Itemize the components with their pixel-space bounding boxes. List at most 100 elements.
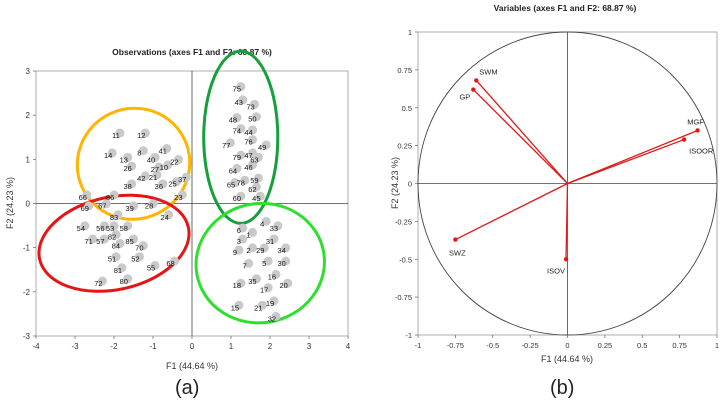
observation-point (248, 227, 258, 237)
variable-vectors (453, 78, 700, 262)
observation-point (281, 243, 291, 253)
observation-label: 82 (108, 233, 116, 242)
y-tick-label: -1 (405, 331, 412, 340)
observation-point (236, 191, 246, 201)
y-tick-label: -0.5 (399, 255, 412, 264)
observation-point (244, 258, 254, 268)
observation-point (250, 99, 259, 109)
observation-point (253, 173, 263, 183)
observation-point (230, 178, 240, 188)
observation-label: 27 (151, 165, 159, 174)
observation-label: 58 (120, 224, 128, 233)
observation-label: 33 (270, 224, 278, 233)
observation-label: 60 (233, 194, 241, 203)
observation-label: 20 (279, 281, 287, 290)
observation-point (109, 190, 119, 200)
observation-label: 62 (248, 185, 256, 194)
variable-point (681, 137, 687, 142)
y-tick-label: -2 (23, 288, 31, 297)
observation-point (172, 177, 181, 187)
variable-vector (455, 182, 568, 241)
x-tick-label: -0.75 (447, 341, 464, 350)
observation-label: 85 (125, 237, 133, 246)
observation-point (238, 223, 248, 233)
variable-point (453, 237, 458, 242)
observation-point (181, 172, 191, 182)
observation-point (99, 221, 109, 231)
observation-point (162, 144, 172, 153)
observation-point (138, 241, 148, 251)
x-tick-label: 3 (307, 342, 312, 351)
observation-label: 65 (227, 181, 235, 190)
y-axis-label: F2 (24.23 %) (5, 177, 15, 229)
y-tick-label: -1 (23, 244, 31, 253)
observation-label: 56 (96, 224, 104, 233)
observation-label: 13 (120, 155, 128, 164)
observation-point (158, 179, 168, 189)
observation-label: 84 (112, 241, 120, 250)
observation-label: 53 (106, 224, 114, 233)
x-tick-label: -0.5 (486, 341, 499, 350)
y-tick-label: 0 (26, 200, 31, 209)
y-tick-label: 1 (408, 28, 412, 37)
observation-points (80, 82, 293, 321)
observation-label: 7 (243, 261, 247, 270)
observation-label: 3 (237, 237, 241, 246)
y-tick-label: 0.25 (397, 142, 412, 151)
observation-label: 49 (258, 143, 266, 152)
observation-label: 28 (145, 202, 153, 211)
observation-point (236, 278, 246, 288)
observation-point (148, 199, 158, 209)
observation-point (257, 300, 267, 310)
observation-label: 78 (237, 178, 245, 187)
observation-point (150, 152, 160, 162)
observation-label: 24 (161, 213, 169, 222)
observation-point (109, 221, 119, 231)
variable-point (474, 78, 479, 83)
y-tick-label: 3 (26, 67, 31, 76)
observation-label: 63 (250, 155, 258, 164)
observation-label: 21 (149, 173, 157, 182)
observation-label: 34 (278, 246, 286, 255)
observation-label: 67 (98, 202, 106, 211)
panel-label-a: (a) (175, 377, 200, 399)
observation-point (127, 179, 137, 189)
observation-label: 46 (244, 163, 252, 172)
variable-vector (567, 138, 685, 185)
observation-point (232, 163, 242, 173)
observation-point (269, 296, 279, 306)
observation-point (240, 175, 250, 185)
observation-point (283, 278, 293, 288)
observation-point (273, 221, 283, 231)
observation-point (251, 112, 261, 122)
observation-label: 23 (174, 193, 182, 202)
observation-label: 86 (106, 193, 114, 202)
observation-label: 29 (256, 246, 264, 255)
observation-label: 71 (84, 237, 92, 246)
observation-point (177, 190, 187, 200)
variable-label: SWZ (449, 249, 466, 258)
panel-label-b: (b) (550, 377, 575, 399)
observation-label: 80 (120, 277, 128, 286)
observation-label: 66 (79, 193, 87, 202)
observation-point (248, 125, 258, 135)
y-tick-label: 0 (408, 180, 412, 189)
y-tick-label: 2 (26, 111, 31, 120)
observation-label: 14 (104, 151, 112, 160)
observation-label: 36 (155, 182, 163, 191)
observation-label: 75 (233, 85, 241, 94)
observation-point (113, 210, 123, 220)
tick-labels: -1 -0.75 -0.5 -0.25 0 0.25 0.5 0.75 1 -1 -0.75 -0.5… (395, 28, 719, 350)
observation-point (97, 276, 107, 286)
observation-point (163, 160, 173, 170)
observation-point (134, 252, 144, 262)
y-axis-label: F2 (24.23 %) (390, 157, 400, 209)
observation-label: 25 (168, 180, 176, 189)
observation-point (225, 138, 235, 148)
observation-label: 8 (137, 149, 141, 158)
variable-vector (565, 183, 569, 260)
y-tick-label: 1 (26, 155, 31, 164)
observation-label: 79 (233, 153, 241, 162)
